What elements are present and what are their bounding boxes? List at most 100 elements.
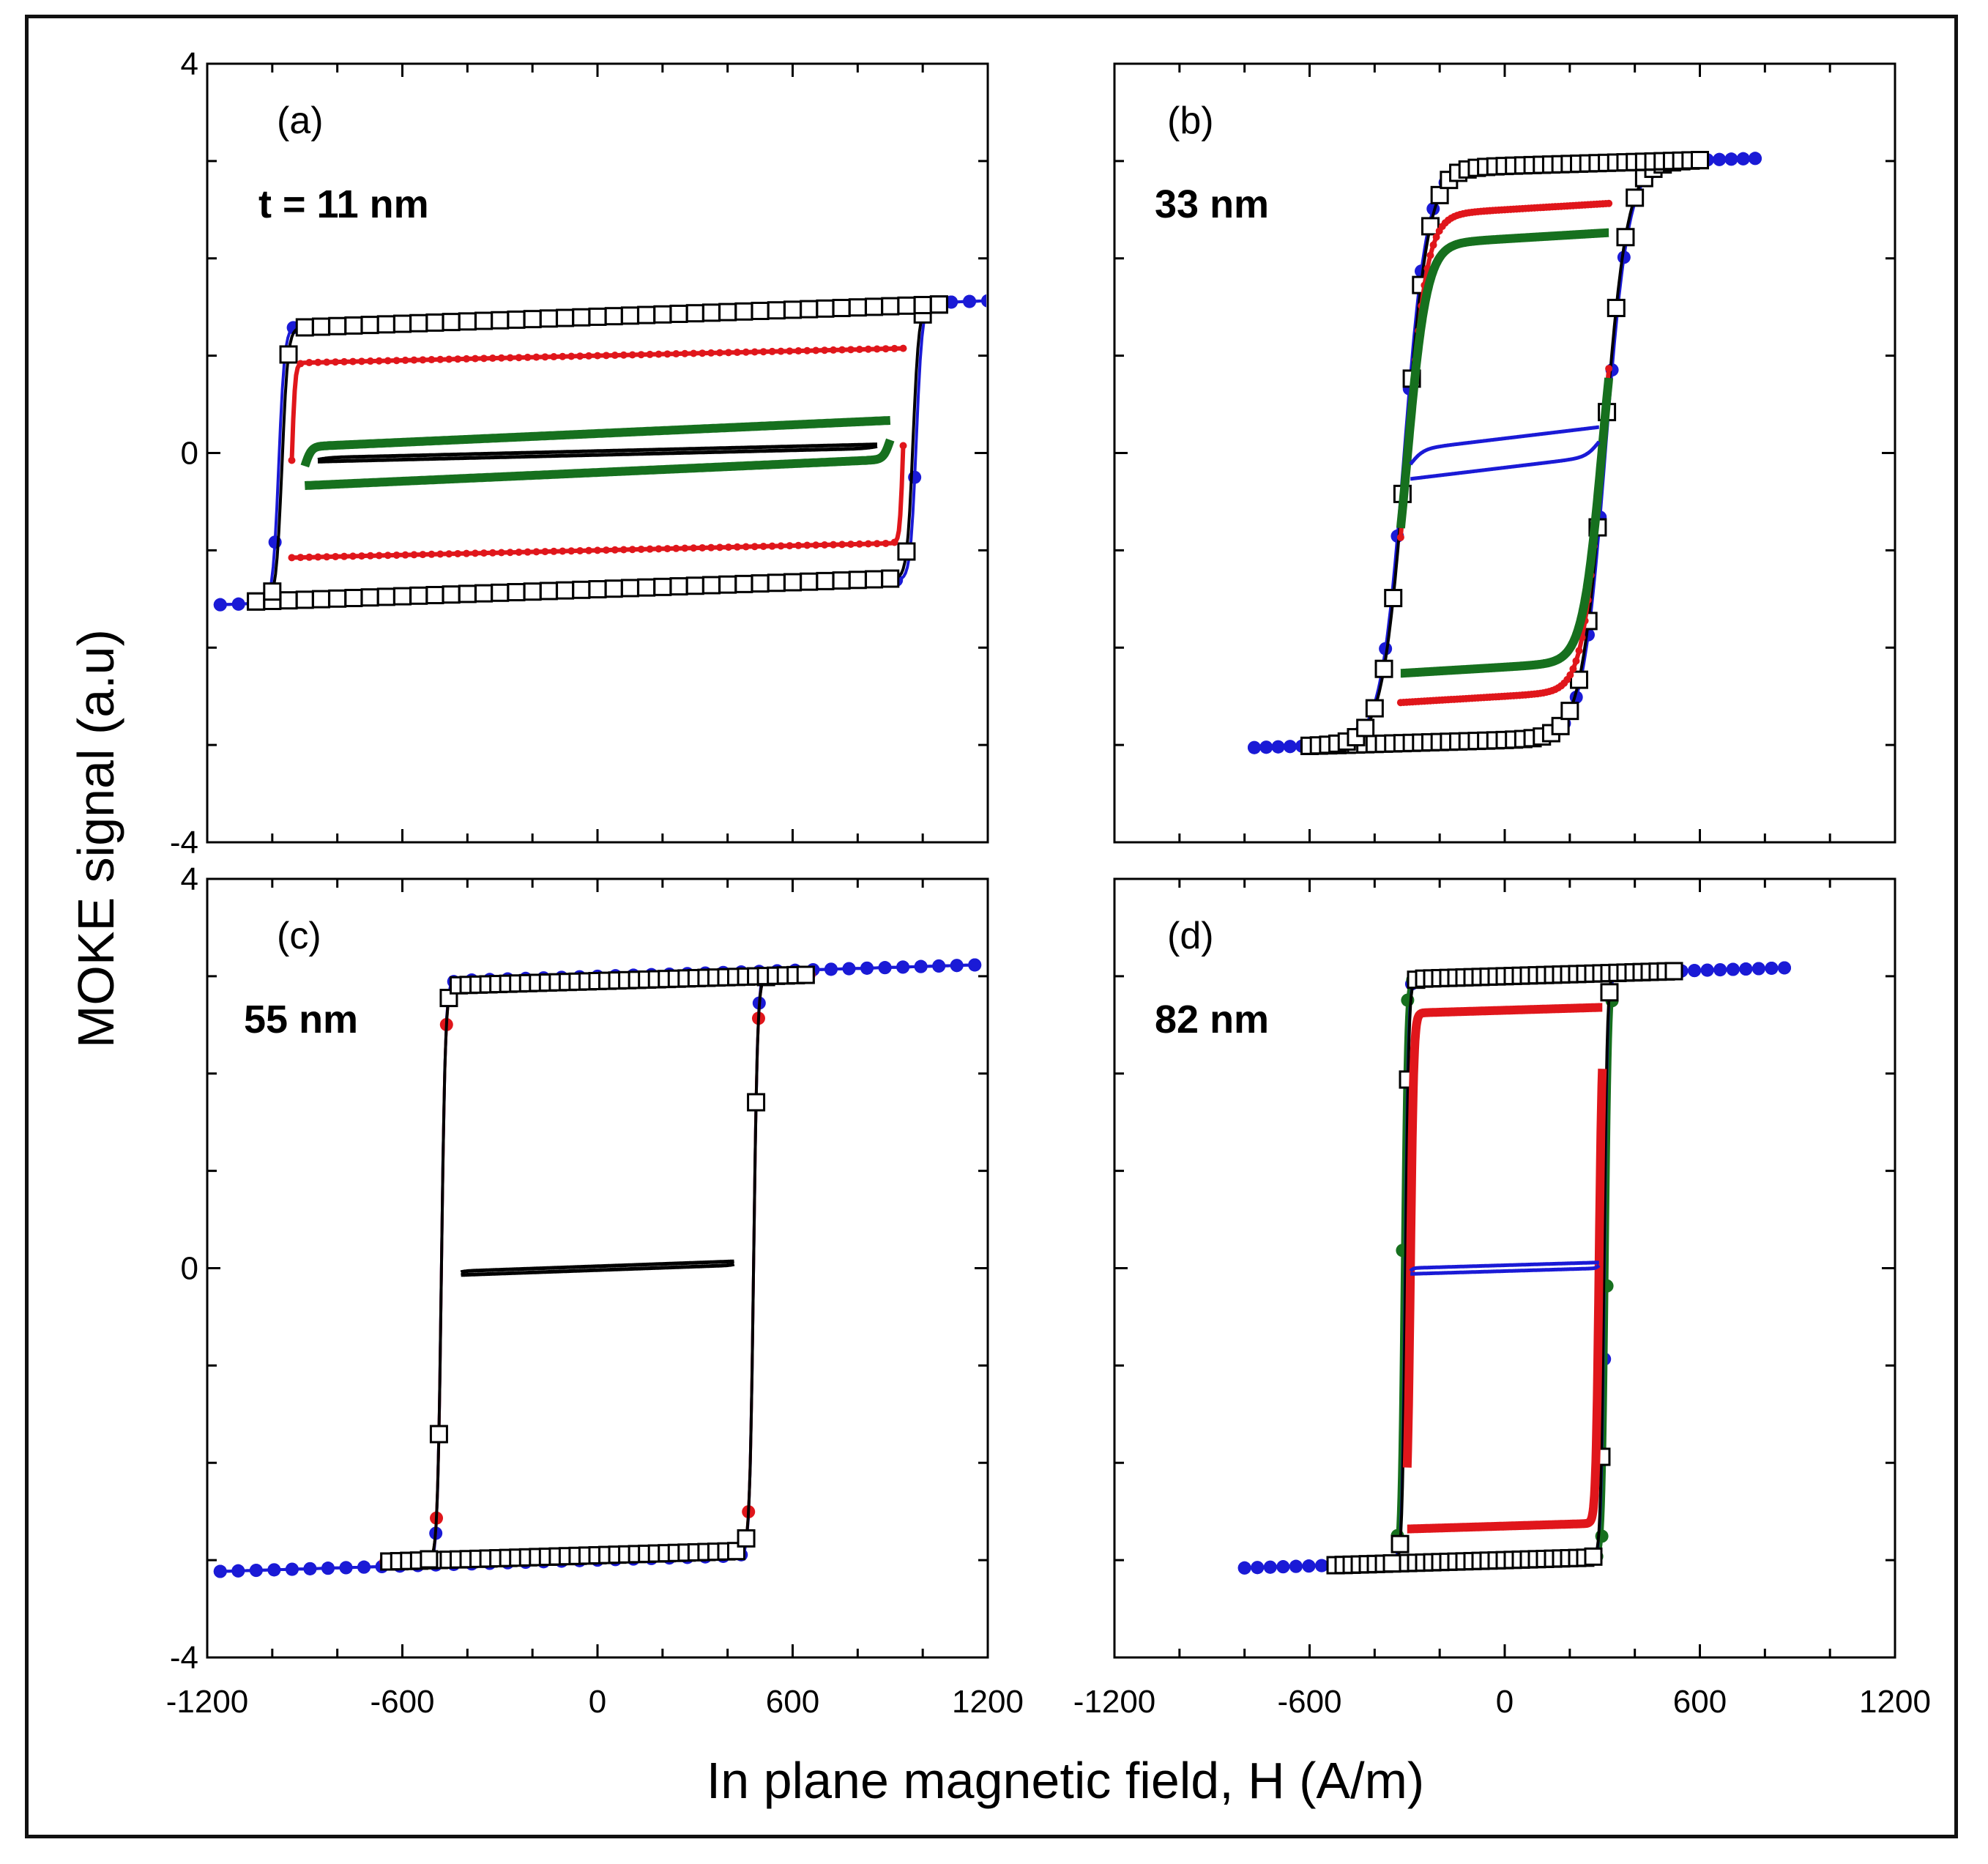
data-point — [767, 573, 786, 593]
plot-area — [1113, 877, 1896, 1659]
data-point — [681, 349, 689, 357]
data-point — [803, 541, 811, 549]
data-point — [1626, 188, 1645, 207]
data-point — [344, 316, 363, 335]
data-point — [506, 354, 514, 362]
data-point — [832, 299, 851, 318]
data-point — [707, 543, 715, 552]
x-tick-label: 0 — [589, 1684, 606, 1720]
data-point — [628, 351, 636, 359]
series-black-square — [1326, 962, 1683, 1575]
data-point — [1551, 716, 1570, 735]
data-point — [1736, 152, 1750, 166]
data-point — [1600, 983, 1619, 1002]
data-point — [532, 548, 540, 556]
data-point — [588, 307, 607, 326]
data-point — [1560, 702, 1579, 721]
data-point — [1430, 185, 1449, 204]
loop-branch — [1402, 1003, 1607, 1468]
data-point — [1569, 665, 1577, 673]
data-point — [602, 546, 610, 554]
data-point — [506, 549, 514, 557]
data-point — [556, 581, 575, 600]
data-point — [409, 586, 428, 605]
data-point — [1749, 152, 1762, 166]
panel-label: (b) — [1167, 100, 1214, 142]
data-point — [515, 548, 523, 556]
panel-label: (c) — [277, 915, 321, 957]
data-point — [768, 542, 776, 550]
data-point — [864, 540, 872, 548]
data-point — [832, 571, 851, 590]
data-point — [890, 344, 898, 352]
data-point — [305, 553, 313, 561]
data-point — [471, 549, 479, 557]
data-point — [497, 549, 505, 557]
data-point — [1283, 740, 1297, 754]
x-tick-label: -1200 — [166, 1684, 249, 1720]
data-point — [830, 346, 838, 354]
thickness-label: 33 nm — [1155, 182, 1269, 226]
data-point — [653, 305, 672, 324]
loop-branch — [1396, 228, 1613, 529]
data-point — [1739, 962, 1753, 976]
data-point — [669, 304, 688, 323]
data-point — [392, 551, 401, 559]
data-point — [873, 540, 881, 548]
data-point — [454, 549, 462, 557]
data-point — [375, 552, 383, 560]
data-point — [311, 590, 330, 609]
data-point — [897, 296, 916, 315]
data-point — [1382, 1554, 1401, 1573]
data-point — [285, 1562, 299, 1576]
data-point — [604, 307, 623, 326]
data-point — [981, 294, 986, 308]
data-point — [436, 550, 444, 558]
data-point — [425, 313, 444, 332]
data-point — [637, 351, 645, 359]
loop-branch — [1396, 377, 1614, 678]
data-point — [742, 348, 750, 356]
data-point — [932, 959, 946, 973]
data-point — [357, 552, 365, 560]
data-point — [541, 548, 549, 556]
data-point — [559, 352, 567, 360]
data-point — [344, 588, 363, 607]
data-point — [340, 357, 349, 365]
data-point — [393, 587, 412, 606]
data-point — [899, 442, 907, 450]
data-point — [830, 541, 838, 549]
plot-area — [1113, 62, 1896, 844]
data-point — [419, 551, 427, 559]
data-point — [873, 345, 881, 353]
panel-a: 4 0 -4 (a) t = 11 nm — [170, 46, 989, 861]
data-point — [1570, 670, 1589, 689]
data-point — [796, 965, 815, 984]
data-point — [428, 356, 436, 364]
data-point — [436, 355, 444, 363]
loop-branch — [1244, 966, 1785, 1570]
data-point — [881, 297, 900, 316]
plot-area — [206, 877, 989, 1659]
data-point — [454, 355, 462, 363]
data-point — [311, 317, 330, 336]
data-point — [1751, 962, 1765, 976]
data-point — [864, 345, 872, 353]
data-point — [734, 574, 753, 593]
data-point — [663, 350, 671, 358]
data-point — [751, 574, 770, 593]
x-tick-label: 1200 — [1859, 1684, 1931, 1720]
data-point — [1396, 533, 1404, 541]
data-point — [588, 580, 607, 599]
data-point — [1429, 241, 1437, 249]
data-point — [1713, 963, 1727, 977]
loop-branch — [1335, 970, 1675, 1567]
data-point — [646, 350, 654, 358]
data-point — [360, 316, 379, 335]
data-point — [1726, 962, 1740, 976]
data-point — [410, 551, 418, 559]
loop-branch — [300, 416, 893, 468]
data-point — [913, 296, 932, 315]
series-black-line — [317, 442, 878, 464]
y-tick-label: 0 — [181, 436, 198, 472]
